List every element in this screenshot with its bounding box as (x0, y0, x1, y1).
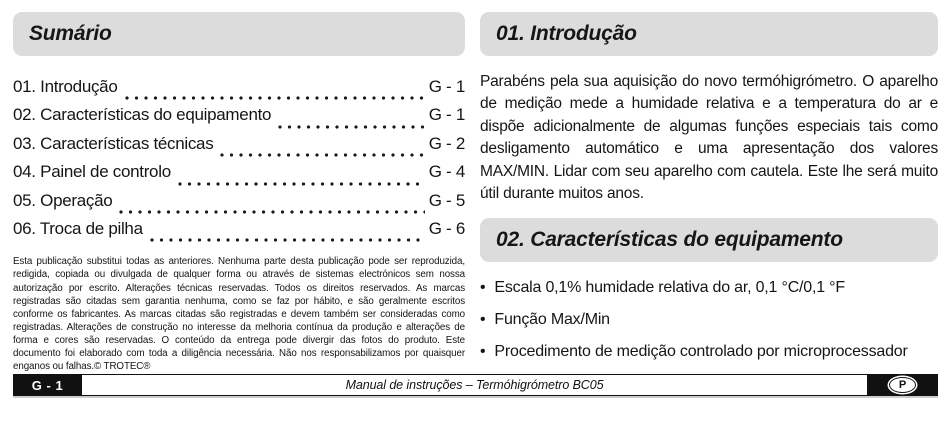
toc-entry: 01. Introdução G - 1 (13, 77, 465, 105)
toc-entry-label: 05. Operação (13, 190, 113, 210)
dot-leader (278, 123, 425, 130)
language-badge-box: P (867, 374, 938, 396)
feature-item: • Escala 0,1% humidade relativa do ar, 0… (480, 272, 938, 304)
bullet-icon: • (480, 311, 486, 329)
toc-entry-label: 02. Características do equipamento (13, 105, 272, 125)
toc-entry-label: 01. Introdução (13, 77, 118, 96)
dot-leader (124, 95, 425, 102)
legal-text: Esta publicação substitui todas as anter… (13, 256, 465, 373)
toc-list: 01. Introdução G - 1 02. Características… (13, 77, 465, 247)
toc-entry-label: 04. Painel de controlo (13, 162, 171, 182)
dot-leader (220, 152, 425, 159)
language-letter: P (898, 378, 907, 391)
column-left: Sumário 01. Introdução G - 1 02. Caracte… (13, 12, 465, 373)
feature-item: • Função Max/Min (480, 304, 938, 336)
toc-entry-page: G - 2 (428, 133, 466, 153)
bullet-icon: • (480, 343, 486, 361)
feature-list: • Escala 0,1% humidade relativa do ar, 0… (480, 272, 938, 368)
toc-entry-label: 03. Características técnicas (13, 133, 214, 153)
bullet-icon: • (480, 279, 486, 297)
sumario-heading: Sumário (13, 12, 465, 56)
toc-entry: 04. Painel de controlo G - 4 (13, 162, 465, 190)
language-badge-icon: P (889, 377, 916, 393)
toc-entry-page: G - 1 (428, 77, 466, 96)
caracteristicas-heading: 02. Características do equipamento (480, 218, 938, 263)
toc-entry-label: 06. Troca de pilha (13, 218, 143, 238)
sumario-heading-text: Sumário (29, 22, 112, 45)
dot-leader (149, 237, 425, 244)
feature-text: Função Max/Min (494, 311, 610, 329)
introducao-heading: 01. Introdução (480, 12, 938, 56)
toc-entry: 06. Troca de pilha G - 6 (13, 219, 465, 247)
toc-entry-page: G - 5 (428, 190, 466, 210)
feature-item: • Procedimento de medição controlado por… (480, 336, 938, 368)
dot-leader (119, 208, 425, 215)
toc-entry-page: G - 6 (428, 218, 466, 238)
toc-entry-page: G - 4 (428, 162, 466, 182)
content-columns: Sumário 01. Introdução G - 1 02. Caracte… (13, 12, 938, 373)
toc-entry: 05. Operação G - 5 (13, 191, 465, 219)
toc-entry-page: G - 1 (428, 105, 466, 125)
introducao-heading-text: 01. Introdução (496, 22, 637, 45)
feature-text: Escala 0,1% humidade relativa do ar, 0,1… (494, 279, 845, 297)
footer-page-badge: G - 1 (13, 374, 82, 396)
intro-paragraph: Parabéns pela sua aquisição do novo term… (480, 73, 938, 203)
column-right: 01. Introdução Parabéns pela sua aquisiç… (480, 12, 938, 373)
toc-entry: 03. Características técnicas G - 2 (13, 134, 465, 162)
toc-entry: 02. Características do equipamento G - 1 (13, 105, 465, 133)
caracteristicas-heading-text: 02. Características do equipamento (496, 228, 843, 252)
footer-title: Manual de instruções – Termóhigrómetro B… (345, 378, 604, 392)
footer-title-bar: Manual de instruções – Termóhigrómetro B… (82, 374, 867, 396)
footer: G - 1 Manual de instruções – Termóhigróm… (13, 374, 938, 396)
dot-leader (177, 180, 425, 187)
feature-text: Procedimento de medição controlado por m… (494, 343, 908, 361)
